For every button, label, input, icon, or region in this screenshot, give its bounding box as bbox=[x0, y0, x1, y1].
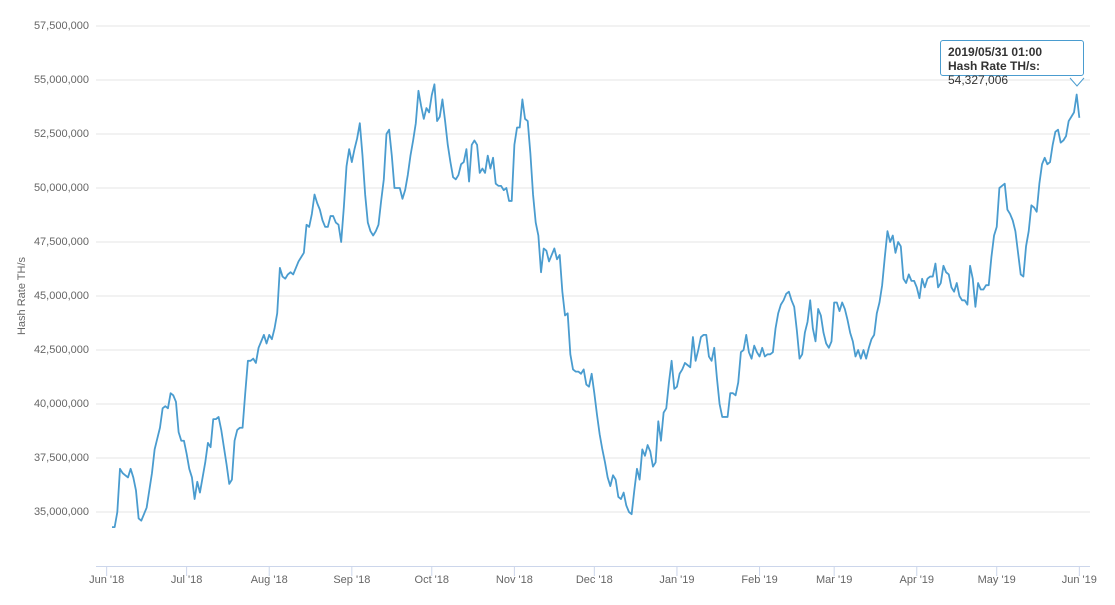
x-tick-label: Nov '18 bbox=[496, 574, 533, 586]
x-tick-label: Oct '18 bbox=[415, 574, 450, 586]
y-tick-label: 52,500,000 bbox=[34, 128, 89, 140]
y-tick-label: 40,000,000 bbox=[34, 398, 89, 410]
x-tick-label: Sep '18 bbox=[333, 574, 370, 586]
y-tick-label: 57,500,000 bbox=[34, 20, 89, 32]
x-tick-label: Feb '19 bbox=[741, 574, 777, 586]
y-tick-label: 50,000,000 bbox=[34, 182, 89, 194]
y-tick-label: 55,000,000 bbox=[34, 74, 89, 86]
y-tick-label: 42,500,000 bbox=[34, 344, 89, 356]
x-tick-label: Jul '18 bbox=[171, 574, 202, 586]
tooltip-title: 2019/05/31 01:00 bbox=[948, 45, 1043, 59]
x-tick-label: Jun '19 bbox=[1062, 574, 1097, 586]
y-axis-label: Hash Rate TH/s bbox=[16, 256, 28, 335]
x-tick-label: Jun '18 bbox=[89, 574, 124, 586]
x-tick-label: Jan '19 bbox=[659, 574, 694, 586]
x-tick-label: Dec '18 bbox=[576, 574, 613, 586]
x-tick-label: Mar '19 bbox=[816, 574, 852, 586]
y-tick-label: 45,000,000 bbox=[34, 290, 89, 302]
x-tick-label: Apr '19 bbox=[900, 574, 935, 586]
line-series bbox=[111, 83, 1081, 529]
y-tick-label: 37,500,000 bbox=[34, 452, 89, 464]
tooltip-pointer bbox=[1069, 77, 1085, 87]
y-tick-label: 35,000,000 bbox=[34, 506, 89, 518]
x-tick-label: May '19 bbox=[978, 574, 1016, 586]
x-tick-label: Aug '18 bbox=[251, 574, 288, 586]
y-tick-label: 47,500,000 bbox=[34, 236, 89, 248]
tooltip: 2019/05/31 01:00 Hash Rate TH/s: 54,327,… bbox=[940, 40, 1084, 87]
tooltip-row: Hash Rate TH/s: 54,327,006 bbox=[948, 59, 1076, 87]
tooltip-value: 54,327,006 bbox=[948, 73, 1009, 87]
tooltip-series: Hash Rate TH/s: bbox=[948, 59, 1041, 73]
